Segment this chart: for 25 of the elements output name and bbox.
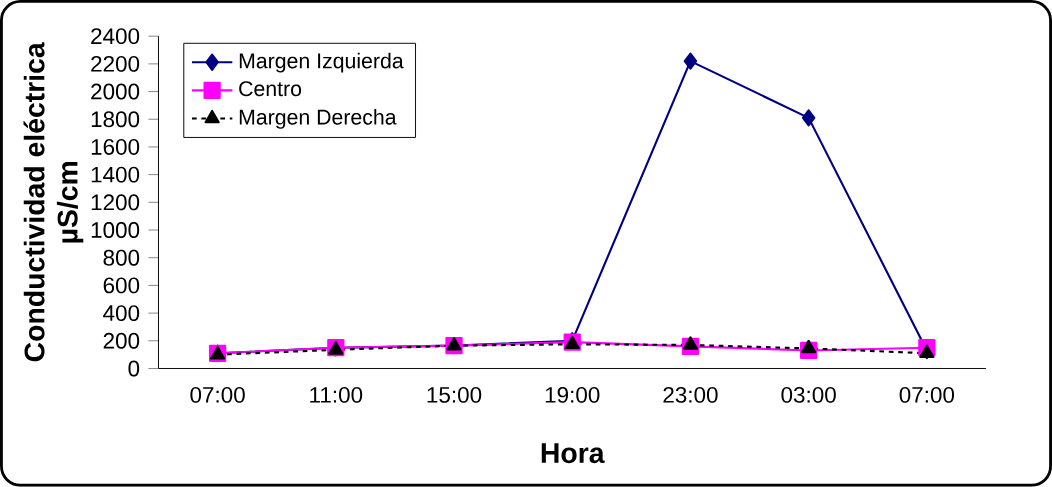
y-axis-title: Conductividad eléctrica µS/cm: [23, 42, 84, 362]
y-tick-label: 2200: [91, 56, 140, 72]
x-axis-title: Hora: [541, 443, 605, 464]
y-tick-label: 1800: [91, 111, 140, 128]
legend-label: Centro: [239, 81, 302, 97]
x-tick-label: 03:00: [781, 387, 836, 404]
y-tick-label: 600: [103, 277, 140, 294]
y-tick-label: 1000: [91, 222, 140, 239]
y-tick-label: 2400: [91, 28, 140, 45]
x-tick-label: 19:00: [545, 387, 600, 404]
y-tick-label: 400: [103, 305, 140, 322]
y-tick-label: 800: [103, 249, 140, 266]
legend-label: Margen Izquierda: [239, 52, 404, 73]
x-tick-label: 23:00: [663, 387, 718, 404]
y-tick-label: 1200: [91, 194, 140, 211]
y-tick-label: 1600: [91, 139, 140, 156]
y-tick-label: 1400: [91, 166, 140, 183]
x-tick-label: 07:00: [899, 387, 955, 404]
x-tick-label: 11:00: [310, 387, 363, 404]
x-tick-label: 15:00: [427, 387, 482, 404]
y-tick-label: 200: [103, 333, 140, 349]
y-tick-label: 2000: [91, 83, 140, 100]
legend-label: Margen Derecha: [239, 109, 397, 130]
y-tick-label: 0: [128, 360, 140, 377]
x-tick-label: 07:00: [190, 387, 245, 404]
